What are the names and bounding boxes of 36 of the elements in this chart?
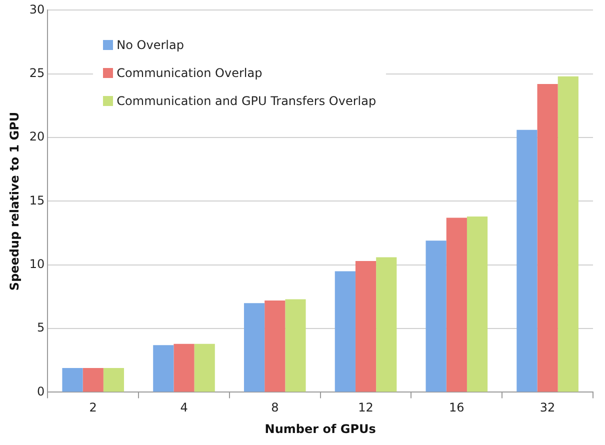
bar (264, 300, 286, 392)
bar (466, 216, 488, 392)
bar (537, 84, 558, 392)
x-tick-label: 2 (89, 400, 97, 415)
x-tick-label: 8 (271, 400, 279, 415)
y-tick-label: 25 (29, 66, 45, 80)
bar (516, 130, 538, 392)
y-axis-title: Speedup relative to 1 GPU (7, 112, 22, 291)
y-tick-label: 5 (37, 320, 45, 335)
x-tick-label: 12 (358, 400, 374, 415)
bar (244, 303, 265, 392)
x-axis-title: Number of GPUs (264, 422, 376, 436)
bar (82, 368, 104, 392)
bar (355, 261, 376, 392)
legend-label: Communication and GPU Transfers Overlap (116, 94, 376, 108)
bar (103, 368, 124, 392)
x-tick-label: 32 (540, 400, 556, 415)
bar (62, 368, 83, 392)
bar (558, 76, 578, 392)
bar (334, 271, 356, 392)
legend-label: No Overlap (116, 38, 184, 52)
y-tick-label: 10 (29, 256, 45, 271)
x-tick-label: 4 (180, 400, 188, 415)
bar (376, 257, 397, 392)
bar (194, 344, 215, 392)
y-tick-label: 15 (29, 193, 45, 208)
y-tick-label: 0 (37, 384, 45, 398)
x-tick-label: 16 (449, 400, 464, 415)
bar (446, 218, 467, 392)
legend-label: Communication Overlap (116, 66, 262, 80)
bar (174, 344, 194, 392)
y-tick-label: 20 (29, 130, 45, 144)
bar (285, 299, 306, 392)
bar (426, 240, 446, 392)
bar (153, 345, 174, 392)
y-tick-label: 30 (29, 2, 45, 16)
